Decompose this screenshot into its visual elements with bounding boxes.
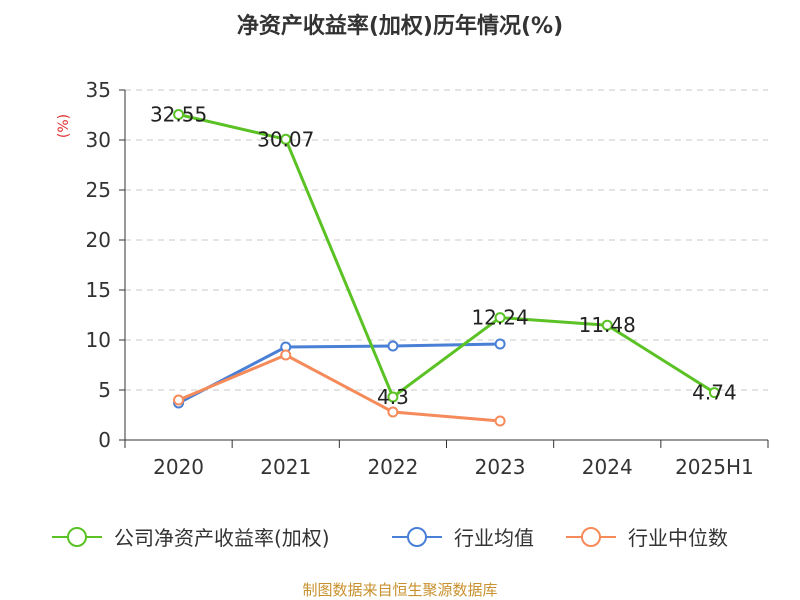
- legend-label: 行业均值: [454, 526, 534, 550]
- x-tick-label: 2025H1: [675, 455, 754, 479]
- data-point: [494, 415, 506, 427]
- data-label: 4.74: [692, 381, 737, 405]
- data-point: [173, 394, 185, 406]
- legend-item: 公司净资产收益率(加权): [52, 526, 330, 550]
- y-tick-label: 10: [86, 328, 111, 352]
- data-label: 32.55: [150, 103, 207, 127]
- series-line: [178, 113, 716, 399]
- x-tick-label: 2021: [260, 455, 311, 479]
- legend-item: 行业中位数: [566, 526, 728, 550]
- legend-marker: [67, 527, 87, 547]
- legend-marker: [407, 527, 427, 547]
- legend-item: 行业均值: [392, 526, 534, 550]
- x-tick-label: 2024: [582, 455, 633, 479]
- data-label: 4.3: [377, 385, 409, 409]
- data-point: [494, 338, 506, 350]
- data-point: [280, 349, 292, 361]
- y-tick-label: 35: [86, 78, 111, 102]
- series-line: [178, 353, 501, 423]
- series-2: [173, 349, 506, 427]
- series-0: [173, 109, 720, 403]
- y-tick-label: 30: [86, 128, 111, 152]
- y-tick-label: 5: [98, 378, 111, 402]
- chart-title: 净资产收益率(加权)历年情况(%): [237, 13, 563, 39]
- x-tick-label: 2020: [153, 455, 204, 479]
- legend-label: 公司净资产收益率(加权): [114, 526, 330, 550]
- y-tick-label: 15: [86, 278, 111, 302]
- data-point: [387, 391, 399, 403]
- data-point: [280, 133, 292, 145]
- data-point: [173, 109, 185, 120]
- x-tick-label: 2023: [475, 455, 526, 479]
- data-label: 11.48: [579, 313, 636, 337]
- data-point: [387, 340, 399, 352]
- y-tick-label: 0: [98, 428, 111, 452]
- legend: 公司净资产收益率(加权) 行业均值 行业中位数: [52, 526, 728, 550]
- data-point: [708, 387, 720, 399]
- y-tick-label: 20: [86, 228, 111, 252]
- legend-label: 行业中位数: [628, 526, 728, 550]
- data-point: [494, 312, 506, 324]
- data-point: [601, 319, 613, 331]
- y-axis-label: (%): [56, 114, 72, 138]
- data-label: 12.24: [471, 306, 528, 330]
- series-line: [177, 342, 501, 405]
- data-point: [387, 406, 399, 418]
- axes: 0 5 10 15 20 25 30 35 2020 2021 2022 2023 2024 2025H1: [86, 78, 769, 479]
- grid-lines: [125, 89, 768, 391]
- series-layer: [173, 109, 720, 427]
- y-tick-label: 25: [86, 178, 111, 202]
- x-tick-label: 2022: [367, 455, 418, 479]
- data-labels: 32.55 30.07 4.3 12.24 11.48 4.74: [150, 103, 737, 410]
- data-label: 30.07: [257, 127, 314, 151]
- footer-source: 制图数据来自恒生聚源数据库: [302, 581, 497, 599]
- legend-marker: [581, 527, 601, 547]
